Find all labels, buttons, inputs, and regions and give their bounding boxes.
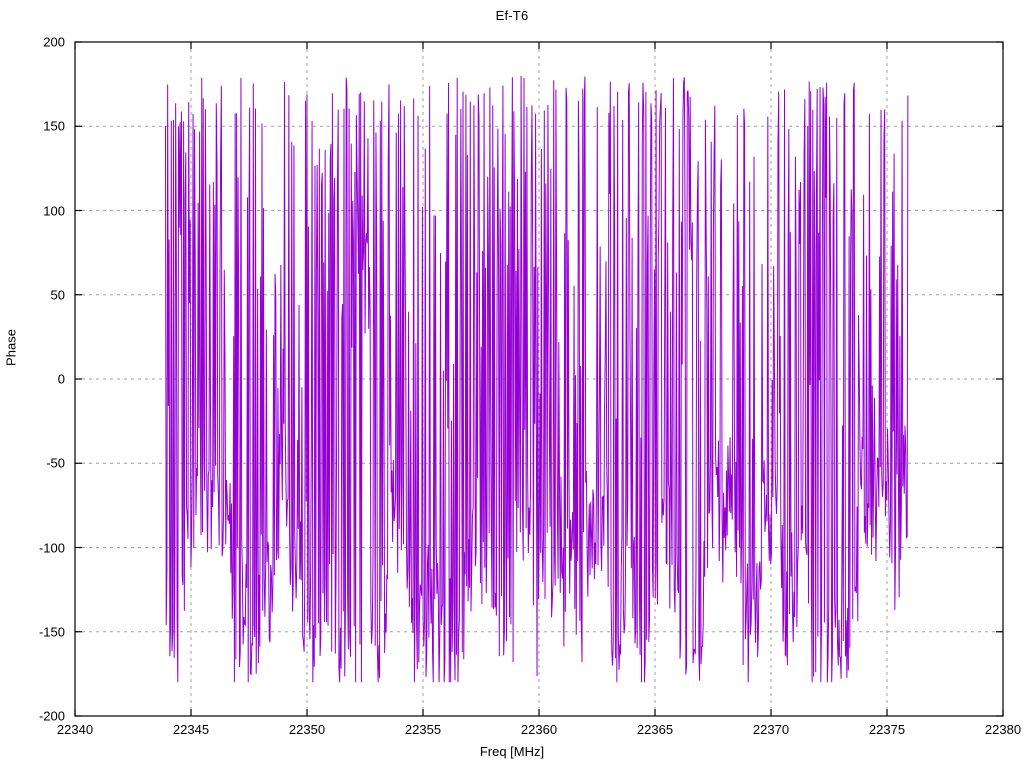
plot-frame xyxy=(74,41,1004,717)
x-tick-label: 22355 xyxy=(404,722,442,737)
x-tick-label: 22375 xyxy=(868,722,906,737)
y-tick-label: -200 xyxy=(38,708,65,724)
y-tick-label: 0 xyxy=(57,371,65,387)
x-tick-label: 22370 xyxy=(752,722,790,737)
x-tick-label: 22380 xyxy=(984,722,1022,737)
y-tick-label: 200 xyxy=(43,34,65,50)
y-tick-label: 100 xyxy=(43,203,65,218)
x-tick-label: 22350 xyxy=(288,722,326,737)
x-tick-label: 22340 xyxy=(56,722,94,737)
x-tick-label: 22365 xyxy=(636,722,674,737)
y-tick-label: 50 xyxy=(50,287,65,303)
y-tick-label: 150 xyxy=(43,118,65,134)
chart-title: Ef-T6 xyxy=(495,8,529,23)
y-tick-label: -100 xyxy=(38,540,65,555)
phase-trace xyxy=(164,75,909,683)
x-tick-label: 22360 xyxy=(520,722,558,737)
y-tick-label: -150 xyxy=(38,624,65,640)
x-axis-label: Freq [MHz] xyxy=(479,744,545,759)
x-tick-label: 22345 xyxy=(172,722,210,737)
y-tick-label: -50 xyxy=(46,455,65,471)
data-series-phase xyxy=(164,75,909,683)
